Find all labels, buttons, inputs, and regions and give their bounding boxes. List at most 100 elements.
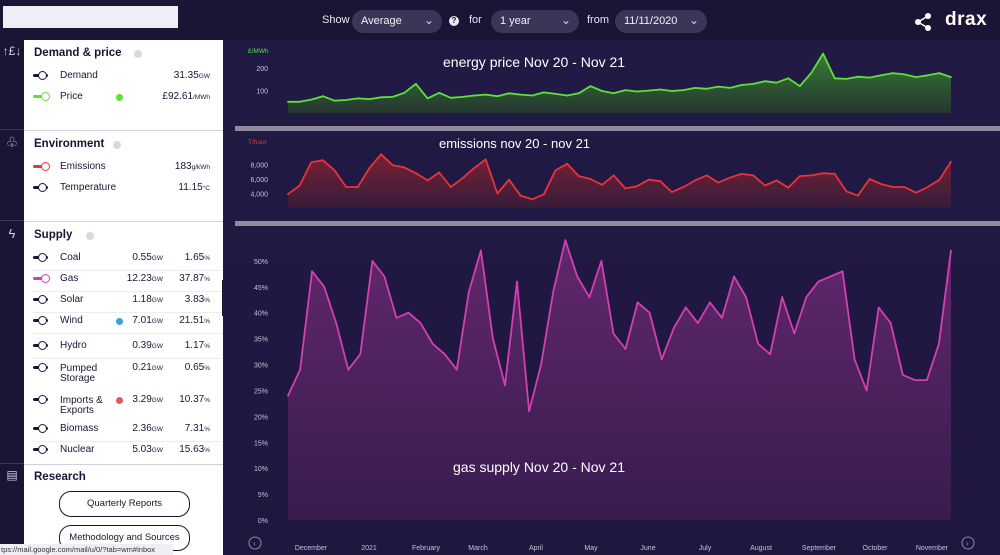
data-point xyxy=(798,175,801,178)
y-tick-label: 0% xyxy=(258,518,268,525)
toggle-knob[interactable] xyxy=(41,274,50,283)
data-point xyxy=(781,296,784,299)
show-dropdown[interactable]: Average ⌄ xyxy=(352,10,442,33)
toggle-knob[interactable] xyxy=(38,424,47,433)
data-point xyxy=(449,186,452,188)
price-icon[interactable]: ↑£↓ xyxy=(2,44,22,58)
leaf-icon[interactable]: ♧ xyxy=(5,134,19,150)
data-point xyxy=(438,91,441,94)
gas-supply-chart: 0% 5% 10% 15% 20% 25% 30% 35% 40% 45% 50% gas suppl… xyxy=(254,239,952,552)
data-point xyxy=(554,93,557,95)
indicator-dot xyxy=(116,94,123,101)
toggle-knob[interactable] xyxy=(41,162,50,171)
toggle-knob[interactable] xyxy=(38,445,47,454)
toggle-knob[interactable] xyxy=(38,363,47,372)
data-point xyxy=(287,193,289,196)
row-temperature[interactable]: Temperature 11.15°C xyxy=(24,180,223,200)
data-point xyxy=(745,296,747,299)
data-point xyxy=(577,175,580,178)
section-icon-rail: ↑£↓ ♧ ϟ ▤ xyxy=(0,40,24,555)
series-line[interactable] xyxy=(288,52,952,103)
data-point xyxy=(647,89,650,92)
info-icon[interactable] xyxy=(113,141,121,149)
info-icon[interactable] xyxy=(86,232,94,240)
chart-splitter[interactable] xyxy=(235,221,1000,226)
from-label: from xyxy=(587,14,609,26)
toggle-track[interactable] xyxy=(33,165,48,168)
data-point xyxy=(359,353,362,356)
row-coal[interactable]: Coal 0.55GW 1.65% xyxy=(24,250,223,271)
data-point xyxy=(415,172,417,175)
toggle-knob[interactable] xyxy=(38,253,47,262)
toggle-knob[interactable] xyxy=(38,341,47,350)
y-tick-label: 40% xyxy=(254,311,268,318)
toggle-knob[interactable] xyxy=(38,395,47,404)
toggle-track[interactable] xyxy=(33,95,48,98)
row-percent: 3.83% xyxy=(184,294,210,305)
data-point xyxy=(368,98,371,100)
toggle-knob[interactable] xyxy=(38,295,47,304)
data-point xyxy=(519,194,522,197)
data-point xyxy=(589,178,592,180)
row-value: 183g/kWh xyxy=(174,161,210,172)
row-solar[interactable]: Solar 1.18GW 3.83% xyxy=(24,292,223,313)
row-label: Pumped Storage xyxy=(60,363,98,384)
divider xyxy=(24,130,223,131)
row-price[interactable]: Price £92.61/MWh xyxy=(24,89,223,109)
row-value: £92.61/MWh xyxy=(162,91,210,102)
data-point xyxy=(938,178,941,181)
row-nuclear[interactable]: Nuclear 5.03GW 15.63% xyxy=(24,442,223,462)
chevron-down-icon: ⌄ xyxy=(560,13,571,27)
help-icon[interactable]: ? xyxy=(449,16,459,26)
toggle-knob[interactable] xyxy=(41,92,50,101)
chevron-right-icon-glyph: › xyxy=(966,539,969,548)
toggle-knob[interactable] xyxy=(38,316,47,325)
document-icon[interactable]: ▤ xyxy=(6,468,18,482)
toggle-knob[interactable] xyxy=(38,183,47,192)
data-point xyxy=(868,76,871,79)
drax-logo[interactable]: drax xyxy=(945,9,988,30)
period-dropdown[interactable]: 1 year ⌄ xyxy=(491,10,579,33)
period-dropdown-value: 1 year xyxy=(500,15,531,27)
data-point xyxy=(901,374,904,376)
data-point xyxy=(426,97,429,100)
row-wind[interactable]: Wind 7.01GW 21.51% xyxy=(24,313,223,334)
data-point xyxy=(554,169,557,172)
row-demand[interactable]: Demand 31.35GW xyxy=(24,68,223,88)
row-biomass[interactable]: Biomass 2.36GW 7.31% xyxy=(24,421,223,442)
data-point xyxy=(829,275,832,278)
divider xyxy=(32,441,222,442)
data-point xyxy=(449,96,452,99)
toggle-track[interactable] xyxy=(33,277,48,280)
chart-splitter[interactable] xyxy=(235,126,1000,131)
chevron-right-icon[interactable] xyxy=(961,536,975,550)
row-percent: 1.65% xyxy=(184,252,210,263)
quarterly-reports-button[interactable]: Quarterly Reports xyxy=(59,491,190,517)
data-point xyxy=(531,198,534,201)
data-point xyxy=(697,322,699,324)
row-value: 2.36GW xyxy=(132,423,163,434)
chevron-left-icon[interactable] xyxy=(248,536,262,550)
series-line[interactable] xyxy=(287,153,952,201)
data-point xyxy=(729,176,731,179)
info-icon[interactable] xyxy=(134,50,142,58)
data-point xyxy=(391,96,394,98)
row-value: 5.03GW xyxy=(132,444,163,455)
lightning-icon[interactable]: ϟ xyxy=(8,226,16,241)
series-line[interactable] xyxy=(287,239,952,413)
row-label: Nuclear xyxy=(60,444,95,455)
section-title-environment: Environment xyxy=(34,138,105,150)
data-point xyxy=(805,296,808,299)
data-point xyxy=(764,184,766,187)
data-point xyxy=(853,358,856,361)
row-imports-exports[interactable]: Imports & Exports 3.29GW 10.37% xyxy=(24,392,223,418)
row-emissions[interactable]: Emissions 183g/kWh xyxy=(24,159,223,179)
data-point xyxy=(543,193,545,196)
share-icon[interactable] xyxy=(913,12,935,32)
date-dropdown[interactable]: 11/11/2020 ⌄ xyxy=(615,10,707,33)
row-hydro[interactable]: Hydro 0.39GW 1.17% xyxy=(24,338,223,359)
row-pumped-storage[interactable]: Pumped Storage 0.21GW 0.65% xyxy=(24,360,223,386)
row-value: 3.29GW xyxy=(132,394,163,405)
row-gas[interactable]: Gas 12.23GW 37.87% xyxy=(24,271,223,292)
toggle-knob[interactable] xyxy=(38,71,47,80)
